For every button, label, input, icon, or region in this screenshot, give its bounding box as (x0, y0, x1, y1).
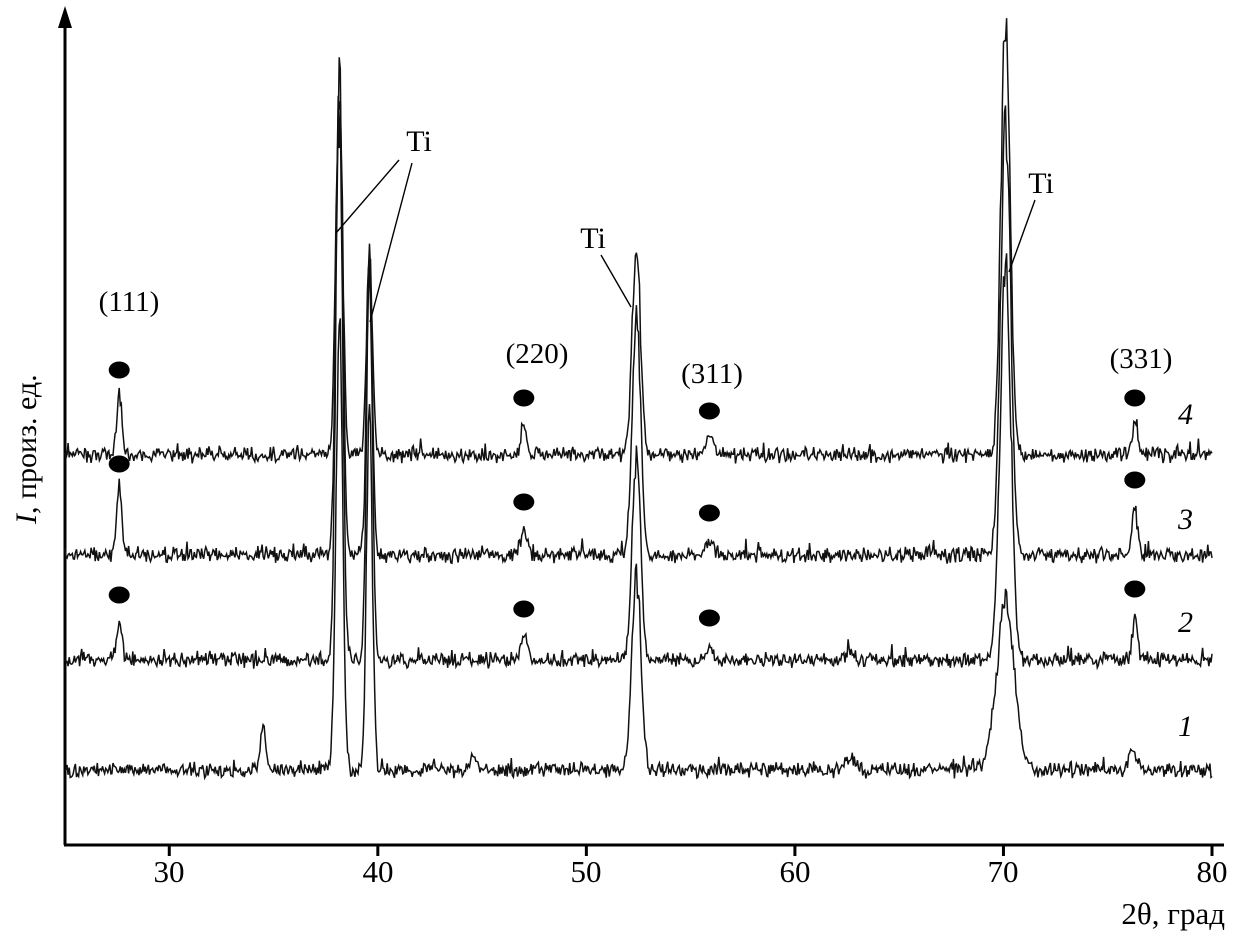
ti-leader-line (1008, 199, 1036, 273)
x-tick-label-40: 40 (362, 854, 394, 889)
phase-marker-circle-(220)-curve-4 (513, 389, 535, 407)
phase-marker-circle-(331)-curve-3 (1124, 471, 1146, 489)
curve-label-4: 4 (1178, 398, 1193, 431)
y-axis-label: I, произ. ед. (10, 374, 44, 524)
phase-marker-circle-(331)-curve-4 (1124, 389, 1146, 407)
ti-peak-label-2: Ti (580, 222, 606, 255)
phase-marker-circle-(311)-curve-3 (698, 504, 720, 522)
x-tick-label-80: 80 (1196, 854, 1228, 889)
xrd-curve-2 (64, 105, 1213, 671)
miller-index-label-220: (220) (505, 338, 569, 370)
ti-leader-line (600, 254, 632, 308)
phase-marker-circle-(331)-curve-2 (1124, 580, 1146, 598)
curve-label-1: 1 (1178, 710, 1193, 743)
phase-marker-circle-(220)-curve-2 (513, 600, 535, 618)
xrd-curve-3 (64, 57, 1213, 565)
xrd-curve-1 (64, 318, 1213, 781)
y-axis-arrow (58, 6, 72, 28)
phase-marker-circle-(311)-curve-2 (698, 609, 720, 627)
y-axis-label-symbol: I (10, 514, 43, 524)
ti-leader-line (369, 162, 413, 323)
miller-index-label-331: (331) (1109, 343, 1173, 375)
x-tick-label-30: 30 (153, 854, 185, 889)
x-tick-label-50: 50 (570, 854, 602, 889)
miller-index-label-111: (111) (98, 286, 160, 318)
phase-marker-circle-(311)-curve-4 (698, 402, 720, 420)
curve-label-2: 2 (1178, 606, 1193, 639)
x-axis-label: 2θ, град (1121, 896, 1225, 931)
x-tick-label-60: 60 (779, 854, 811, 889)
miller-index-label-311: (311) (681, 358, 743, 390)
x-tick-label-70: 70 (987, 854, 1019, 889)
curve-label-3: 3 (1178, 503, 1193, 536)
phase-marker-circle-(220)-curve-3 (513, 493, 535, 511)
phase-marker-circle-(111)-curve-4 (108, 361, 130, 379)
xrd-curve-4 (64, 18, 1213, 465)
y-axis-label-units: , произ. ед. (10, 374, 43, 514)
ti-leader-line (335, 159, 400, 234)
phase-marker-circle-(111)-curve-3 (108, 455, 130, 473)
phase-marker-circle-(111)-curve-2 (108, 586, 130, 604)
ti-peak-label-3: Ti (1028, 167, 1054, 200)
ti-peak-label-1: Ti (406, 125, 432, 158)
